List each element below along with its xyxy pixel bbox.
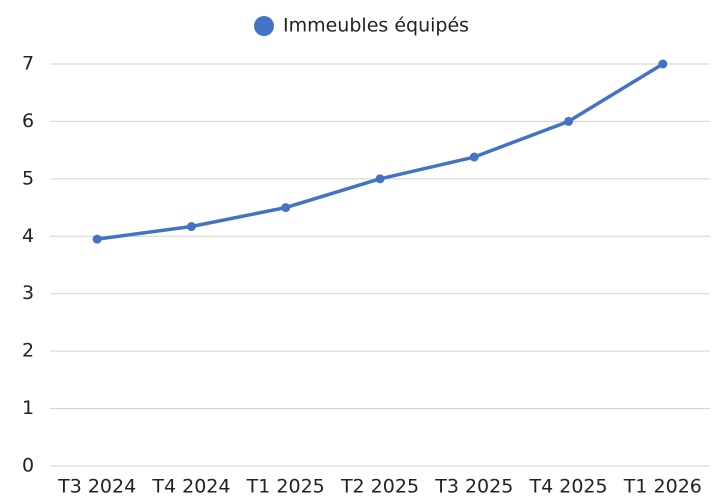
x-tick-label: T1 2026	[623, 476, 702, 496]
x-tick-label: T3 2025	[434, 476, 513, 496]
y-tick-label: 4	[22, 225, 34, 247]
data-point	[186, 222, 196, 232]
y-tick-label: 3	[22, 282, 34, 304]
x-tick-label: T3 2024	[57, 476, 136, 496]
data-point	[92, 234, 102, 244]
data-point	[658, 59, 668, 69]
x-tick-label: T4 2025	[529, 476, 608, 496]
x-tick-label: T4 2024	[151, 476, 230, 496]
data-point	[564, 116, 574, 126]
x-tick-label: T2 2025	[340, 476, 419, 496]
x-tick-label: T1 2025	[246, 476, 325, 496]
legend-label: Immeubles équipés	[283, 15, 469, 37]
legend-marker	[254, 16, 274, 36]
y-tick-label: 7	[22, 53, 34, 75]
y-tick-label: 0	[22, 455, 34, 477]
data-point	[375, 174, 385, 184]
series-line	[96, 62, 664, 241]
y-tick-label: 5	[22, 167, 34, 189]
y-tick-label: 6	[22, 110, 34, 132]
data-point	[469, 152, 479, 162]
data-point	[281, 203, 291, 213]
y-tick-label: 2	[22, 340, 34, 362]
y-tick-label: 1	[22, 397, 34, 419]
